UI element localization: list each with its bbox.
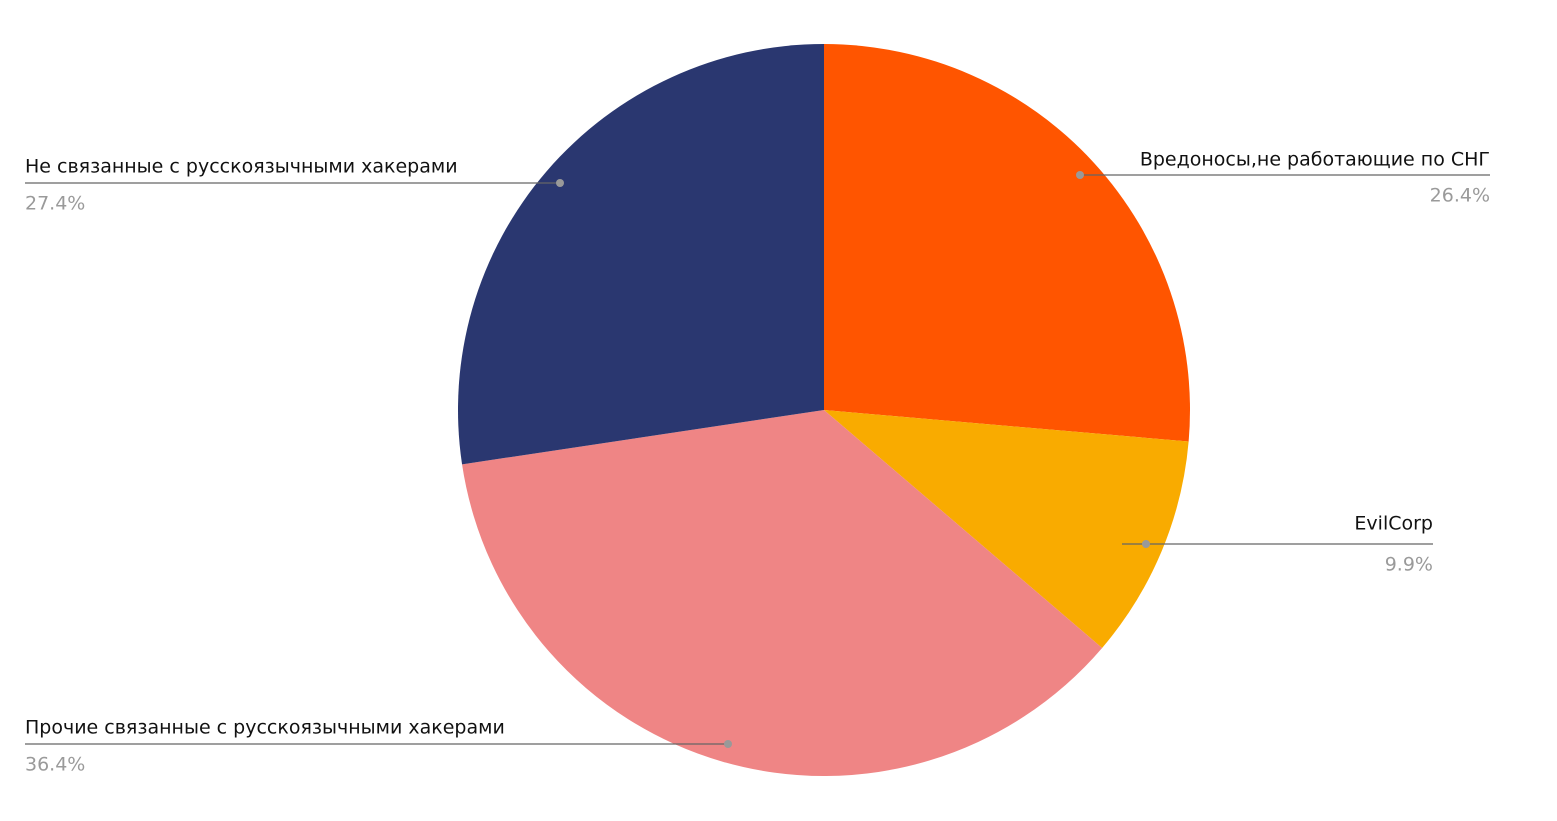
slice-value-label: 27.4%: [25, 193, 85, 215]
slice-label: EvilCorp: [1354, 513, 1433, 535]
pie-slice: [458, 44, 824, 465]
slice-label: Прочие связанные с русскоязычными хакера…: [25, 717, 505, 739]
slice-label: Вредоносы,не работающие по СНГ: [1140, 149, 1490, 171]
leader-dot: [1142, 540, 1150, 548]
slice-value-label: 26.4%: [1430, 185, 1490, 207]
slice-value-label: 36.4%: [25, 754, 85, 776]
slice-label: Не связанные с русскоязычными хакерами: [25, 156, 458, 178]
pie-slice: [824, 44, 1190, 442]
leader-dot: [556, 179, 564, 187]
leader-dot: [724, 740, 732, 748]
pie-slice: [824, 410, 1189, 648]
leader-dot: [1076, 171, 1084, 179]
slice-value-label: 9.9%: [1385, 554, 1433, 576]
pie-slice: [462, 410, 1103, 776]
